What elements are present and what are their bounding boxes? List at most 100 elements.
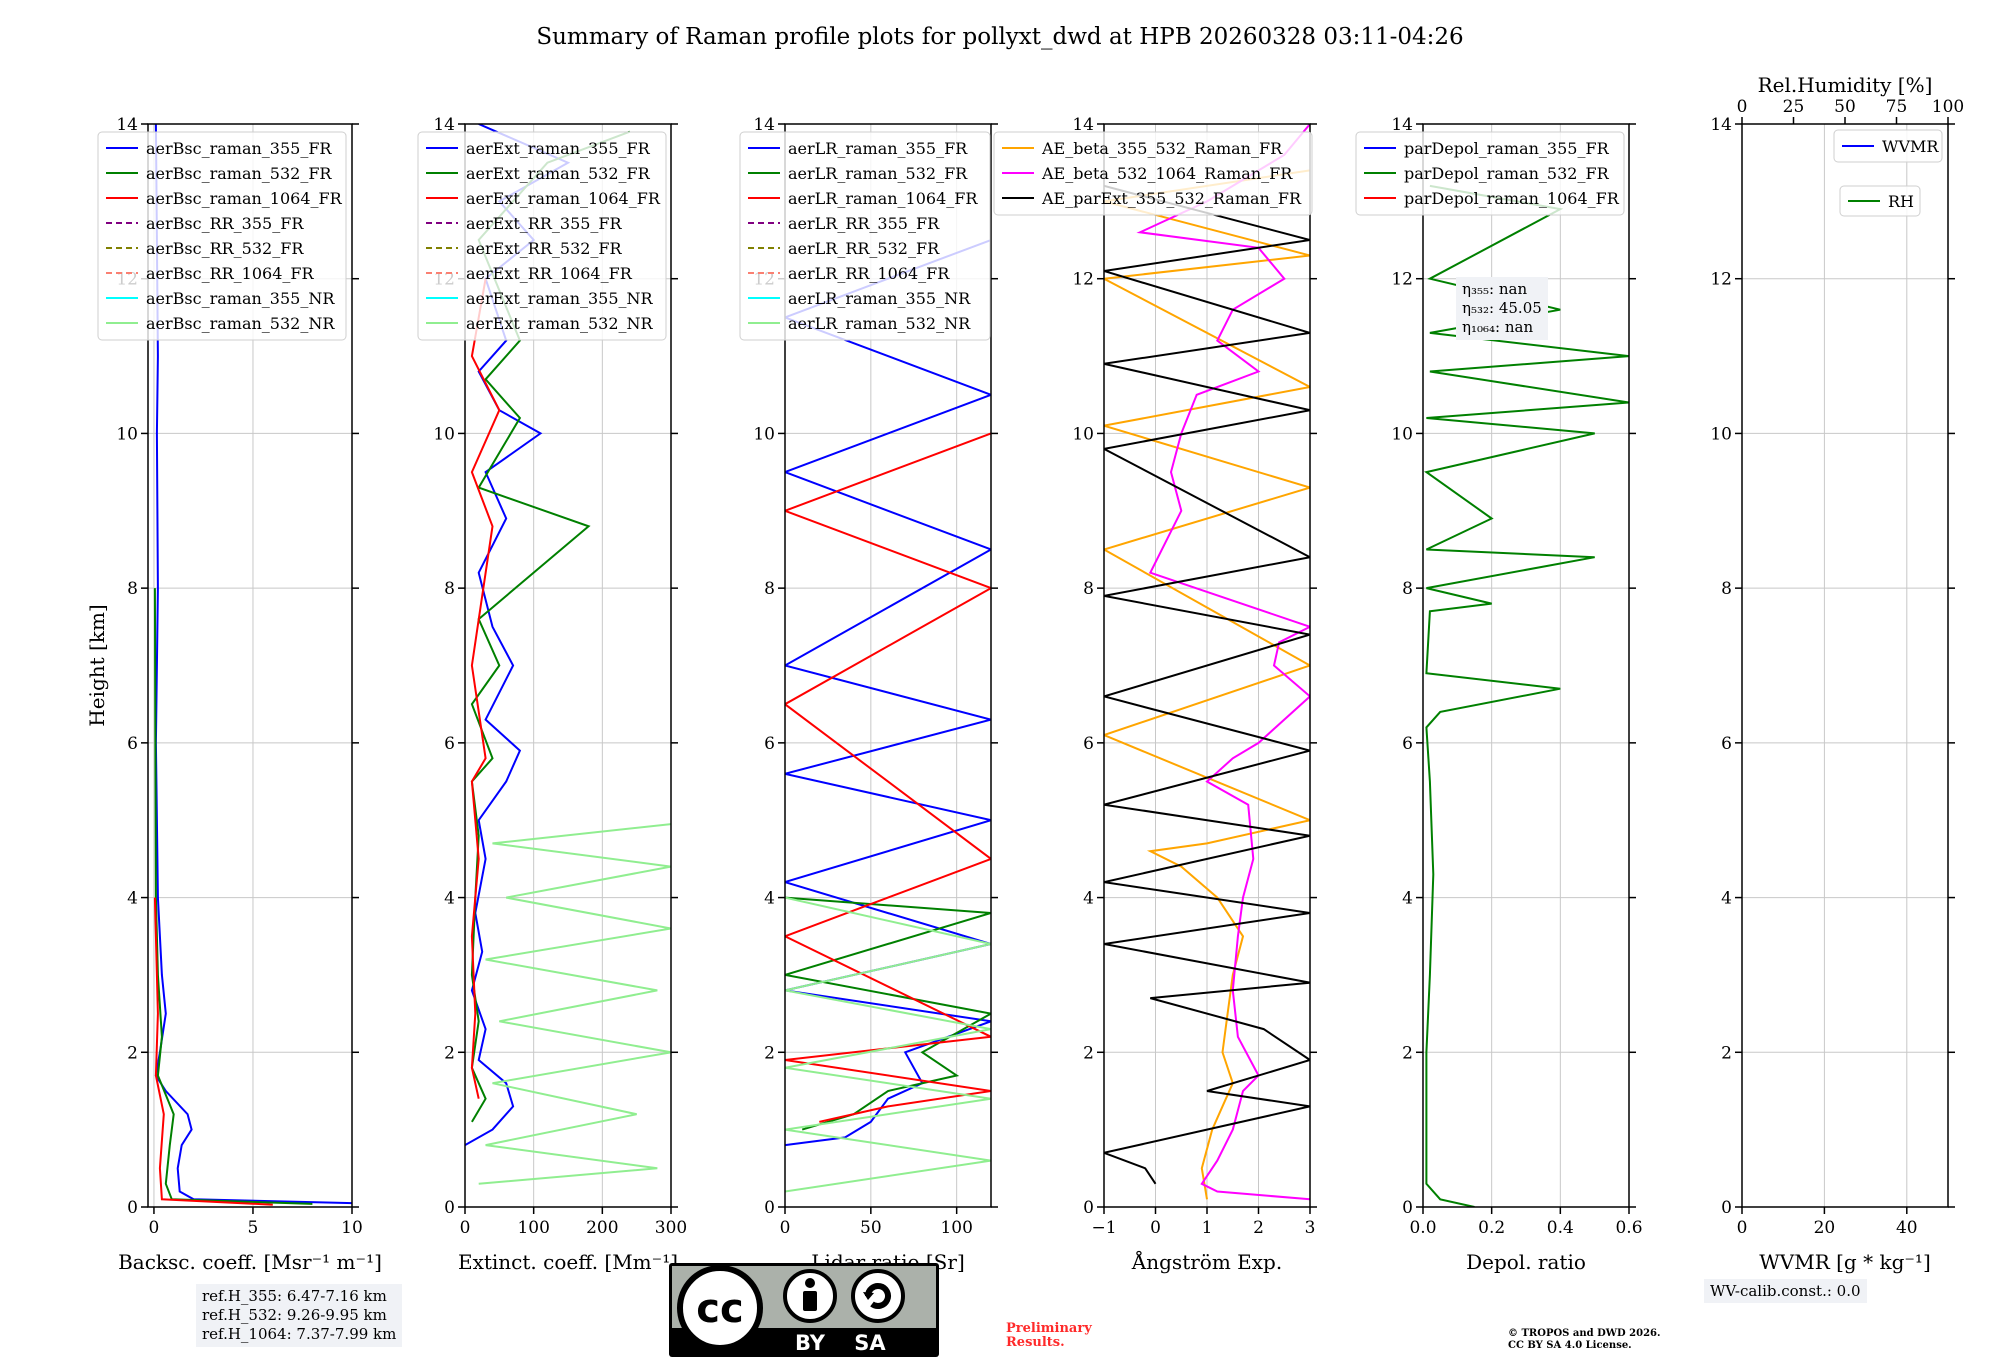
ref-h-1064: ref.H_1064: 7.37-7.99 km xyxy=(202,1325,397,1343)
y-tick-label: 8 xyxy=(764,579,775,599)
legend-label: RH xyxy=(1888,192,1914,211)
y-tick-label: 4 xyxy=(764,889,775,909)
legend-depol: parDepol_raman_355_FR parDepol_raman_532_… xyxy=(1355,131,1625,216)
legend-label: aerBsc_RR_355_FR xyxy=(146,214,304,233)
series-line-aerExt_raman_532_NR xyxy=(478,823,671,1185)
eta-532: η₅₃₂: 45.05 xyxy=(1462,299,1542,317)
legend-box xyxy=(739,131,991,341)
x-tick-label: 0 xyxy=(1737,1218,1748,1238)
x-tick-label: 100 xyxy=(517,1218,549,1238)
legend-label: aerBsc_raman_1064_FR xyxy=(146,189,343,208)
y-tick-label: 0 xyxy=(764,1198,775,1218)
y-tick-label: 6 xyxy=(1402,734,1413,754)
top-x-tick-label: 50 xyxy=(1834,97,1856,117)
legend-box xyxy=(417,131,667,341)
axes-frame xyxy=(464,123,672,1208)
series-line-aerLR_raman_532_NR xyxy=(785,896,991,1193)
chart-title: Summary of Raman profile plots for polly… xyxy=(536,24,1463,50)
legend-ext: aerExt_raman_355_FR aerExt_raman_532_FRae… xyxy=(417,131,667,341)
series-line-parDepol_raman_532_FR xyxy=(1424,184,1629,1207)
cc-by-sa-license-badge: cc BY SA xyxy=(669,1263,939,1357)
x-tick-label: 50 xyxy=(860,1218,882,1238)
series-line-aerExt_raman_532_FR xyxy=(470,130,631,1123)
by-label: BY xyxy=(795,1331,826,1355)
y-tick-label: 12 xyxy=(1710,270,1732,290)
y-tick-label: 0 xyxy=(1402,1198,1413,1218)
y-tick-label: 2 xyxy=(127,1043,138,1063)
y-tick-label: 6 xyxy=(127,734,138,754)
panel-lr: 02468101214050100Lidar ratio [Sr]aerLR_r… xyxy=(739,115,998,1274)
y-tick-label: 10 xyxy=(1391,424,1413,444)
legend-label: aerExt_raman_355_FR xyxy=(466,139,651,158)
series-line-aerLR_raman_532_FR xyxy=(785,896,991,1131)
x-tick-label: −1 xyxy=(1091,1218,1116,1238)
top-x-axis-label: Rel.Humidity [%] xyxy=(1758,73,1933,97)
legend-label: aerExt_raman_532_FR xyxy=(466,164,651,183)
y-tick-label: 0 xyxy=(1721,1198,1732,1218)
x-tick-label: 0 xyxy=(1150,1218,1161,1238)
axes-frame xyxy=(1103,123,1311,1208)
series-line-aerExt_raman_1064_FR xyxy=(470,278,501,1099)
copyright-line: © TROPOS and DWD 2026. xyxy=(1508,1328,1661,1339)
x-tick-label: 0.0 xyxy=(1409,1218,1436,1238)
y-tick-label: 2 xyxy=(1083,1043,1094,1063)
x-tick-label: 10 xyxy=(341,1218,363,1238)
series-line-AE_beta_355_532_Raman_FR xyxy=(1104,169,1310,1200)
legend-label: aerExt_raman_1064_FR xyxy=(466,189,661,208)
legend-lr: aerLR_raman_355_FR aerLR_raman_532_FR aerL… xyxy=(739,131,991,341)
preliminary-line: Preliminary xyxy=(1006,1321,1092,1336)
y-tick-label: 10 xyxy=(1710,424,1732,444)
legend-label: aerBsc_RR_532_FR xyxy=(146,239,304,258)
series-line-AE_parExt_355_532_Raman_FR xyxy=(1104,184,1310,1185)
x-tick-label: 3 xyxy=(1305,1218,1316,1238)
y-tick-label: 8 xyxy=(1721,579,1732,599)
series-line-aerBsc_raman_1064_FR xyxy=(153,897,273,1206)
x-tick-label: 0 xyxy=(149,1218,160,1238)
legend-label: parDepol_raman_1064_FR xyxy=(1404,189,1620,208)
x-tick-label: 200 xyxy=(586,1218,618,1238)
sa-label: SA xyxy=(854,1331,886,1355)
legend-label: aerLR_raman_1064_FR xyxy=(788,189,978,208)
y-tick-label: 8 xyxy=(127,579,138,599)
cc-text: cc xyxy=(696,1286,743,1332)
legend-box xyxy=(1833,129,1943,163)
results-line: Results. xyxy=(1006,1335,1065,1350)
y-tick-label: 10 xyxy=(116,424,138,444)
ref-h-355: ref.H_355: 6.47-7.16 km xyxy=(202,1287,387,1305)
x-tick-label: 100 xyxy=(940,1218,972,1238)
cc-circle-icon xyxy=(677,1265,763,1351)
panel-bsc: 024681012140510Backsc. coeff. [Msr⁻¹ m⁻¹… xyxy=(85,115,382,1274)
series-line-aerLR_raman_355_FR xyxy=(785,239,991,1147)
y-tick-label: 10 xyxy=(753,424,775,444)
wv-calibration-constant: WV-calib.const.: 0.0 xyxy=(1704,1279,1867,1303)
legend-label: aerLR_raman_355_NR xyxy=(788,289,971,308)
y-tick-label: 8 xyxy=(1083,579,1094,599)
legend-label: parDepol_raman_532_FR xyxy=(1404,164,1610,183)
x-tick-label: 0.6 xyxy=(1615,1218,1642,1238)
legend-label: aerBsc_raman_532_NR xyxy=(146,314,335,333)
legend-label: AE_parExt_355_532_Raman_FR xyxy=(1041,189,1302,208)
legend-label: aerExt_RR_355_FR xyxy=(466,214,623,233)
x-tick-label: 0.4 xyxy=(1547,1218,1574,1238)
legend-label: aerExt_RR_532_FR xyxy=(466,239,623,258)
top-x-tick-label: 100 xyxy=(1932,97,1964,117)
y-tick-label: 10 xyxy=(1072,424,1094,444)
x-tick-label: 0.2 xyxy=(1478,1218,1505,1238)
eta-1064: η₁₀₆₄: nan xyxy=(1462,318,1534,336)
series-line-AE_beta_532_1064_Raman_FR xyxy=(1136,124,1310,1201)
x-axis-label: Depol. ratio xyxy=(1466,1250,1586,1274)
reference-height-box: ref.H_355: 6.47-7.16 km ref.H_532: 9.26-… xyxy=(196,1284,403,1347)
y-tick-label: 0 xyxy=(127,1198,138,1218)
series-line-aerLR_raman_1064_FR xyxy=(785,432,991,1123)
eta-355: η₃₅₅: nan xyxy=(1462,280,1528,298)
legend-label: aerLR_raman_355_FR xyxy=(788,139,968,158)
y-axis-label: Height [km] xyxy=(85,604,109,726)
y-tick-label: 14 xyxy=(1072,115,1094,135)
license-line: CC BY SA 4.0 License. xyxy=(1508,1340,1632,1351)
top-x-tick-label: 25 xyxy=(1783,97,1805,117)
y-tick-label: 4 xyxy=(127,889,138,909)
y-tick-label: 14 xyxy=(433,115,455,135)
copyright-note: © TROPOS and DWD 2026. CC BY SA 4.0 Lice… xyxy=(1508,1328,1660,1352)
y-tick-label: 4 xyxy=(1721,889,1732,909)
